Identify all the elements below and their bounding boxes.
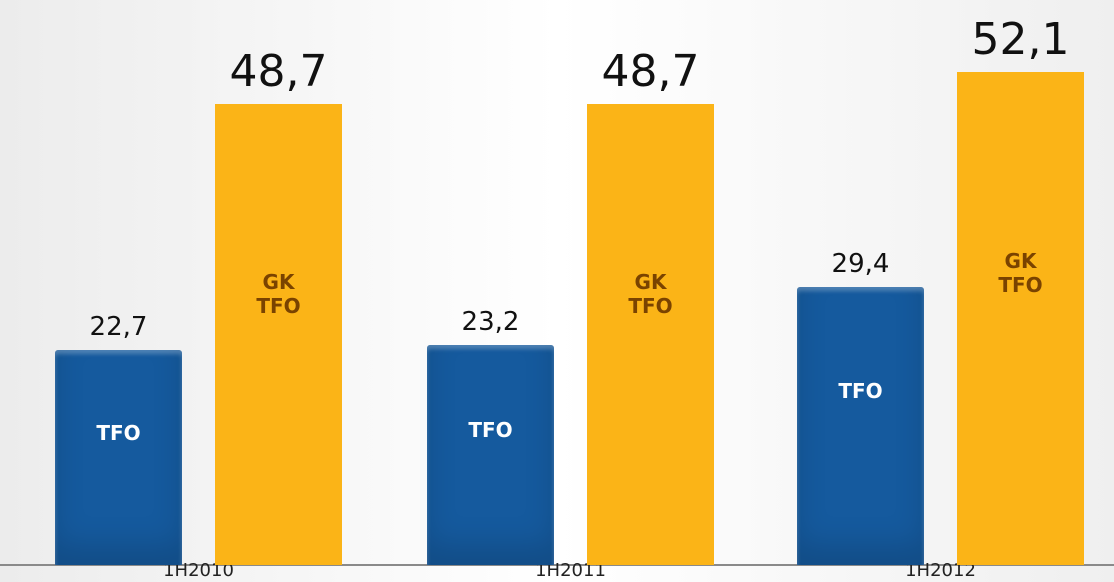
series-label: GK TFO <box>998 249 1043 298</box>
value-label: 29,4 <box>831 248 890 279</box>
bar <box>55 350 182 565</box>
series-label: TFO <box>468 417 513 442</box>
value-label: 23,2 <box>461 307 520 338</box>
x-tick-label: 1H2011 <box>535 560 606 581</box>
bar <box>215 104 342 565</box>
bar <box>957 72 1084 565</box>
value-label: 22,7 <box>89 312 148 343</box>
x-axis-line <box>0 564 1114 566</box>
series-label: TFO <box>96 421 141 446</box>
x-tick-label: 1H2012 <box>905 560 976 581</box>
series-label: TFO <box>838 378 883 403</box>
bar <box>587 104 714 565</box>
bar <box>427 345 554 565</box>
series-label: GK TFO <box>256 270 301 319</box>
value-label: 48,7 <box>601 46 700 98</box>
value-label: 48,7 <box>229 46 328 98</box>
series-label: GK TFO <box>628 270 673 319</box>
x-tick-label: 1H2010 <box>163 560 234 581</box>
bar <box>797 286 924 565</box>
value-label: 52,1 <box>971 14 1070 65</box>
